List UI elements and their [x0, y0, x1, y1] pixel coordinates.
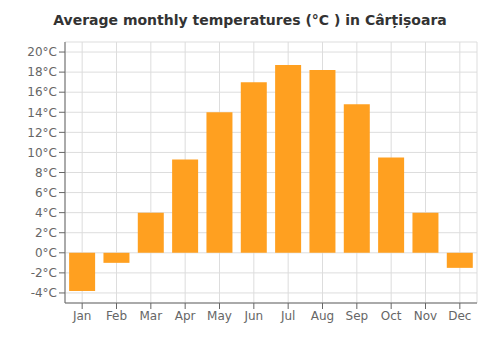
svg-text:10°C: 10°C	[27, 146, 57, 160]
svg-text:Jan: Jan	[72, 309, 92, 323]
svg-text:12°C: 12°C	[27, 126, 57, 140]
svg-text:8°C: 8°C	[35, 166, 57, 180]
svg-text:May: May	[207, 309, 232, 323]
svg-text:Apr: Apr	[175, 309, 196, 323]
svg-text:6°C: 6°C	[35, 186, 57, 200]
svg-text:-4°C: -4°C	[31, 286, 57, 300]
svg-text:Jun: Jun	[243, 309, 263, 323]
svg-text:20°C: 20°C	[27, 45, 57, 59]
svg-text:0°C: 0°C	[35, 246, 57, 260]
svg-text:-2°C: -2°C	[31, 266, 57, 280]
svg-text:18°C: 18°C	[27, 65, 57, 79]
svg-text:14°C: 14°C	[27, 106, 57, 120]
svg-text:2°C: 2°C	[35, 226, 57, 240]
svg-text:4°C: 4°C	[35, 206, 57, 220]
svg-text:Sep: Sep	[346, 309, 369, 323]
svg-text:Mar: Mar	[140, 309, 163, 323]
svg-text:16°C: 16°C	[27, 85, 57, 99]
svg-text:Aug: Aug	[311, 309, 334, 323]
svg-text:Jul: Jul	[280, 309, 295, 323]
svg-text:Nov: Nov	[414, 309, 437, 323]
html-text:Average monthly temperatures (: Average monthly temperatures (°C ) in Câ…	[53, 12, 447, 28]
svg-text:Feb: Feb	[106, 309, 127, 323]
svg-text:Dec: Dec	[448, 309, 471, 323]
svg-text:Oct: Oct	[381, 309, 402, 323]
